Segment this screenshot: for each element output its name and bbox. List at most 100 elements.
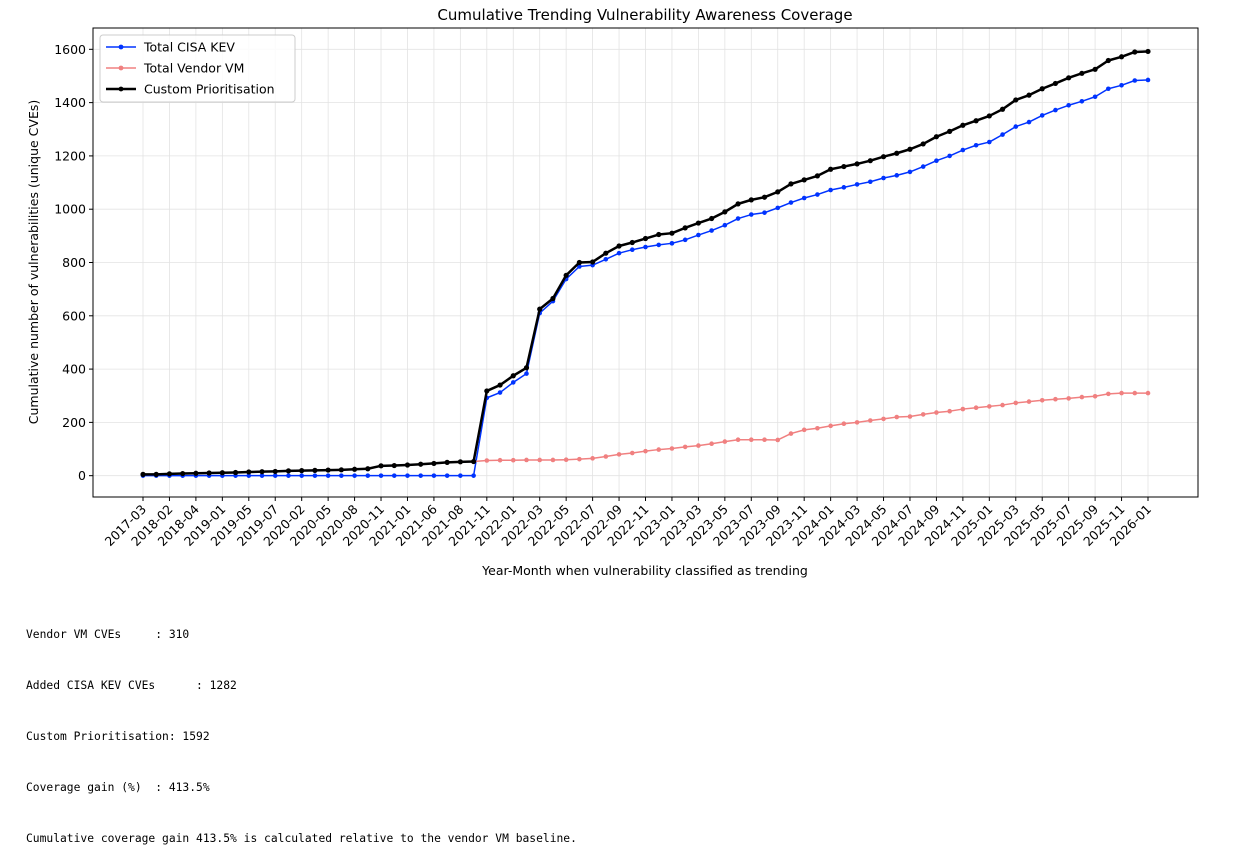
data-point bbox=[1145, 77, 1151, 83]
data-point bbox=[854, 161, 860, 167]
data-point bbox=[987, 404, 992, 409]
data-point bbox=[153, 471, 159, 477]
data-point bbox=[1079, 70, 1085, 76]
data-point bbox=[246, 473, 252, 478]
y-axis: 0 200 400 600 800 1000 1200 1400 1600 bbox=[54, 42, 93, 483]
data-point bbox=[272, 473, 278, 478]
data-point bbox=[325, 467, 331, 473]
data-point bbox=[590, 456, 595, 461]
data-point bbox=[431, 473, 437, 478]
y-tick-label: 800 bbox=[62, 255, 86, 270]
footer-line-explanation: Cumulative coverage gain 413.5% is calcu… bbox=[26, 832, 577, 845]
data-point bbox=[312, 473, 318, 478]
data-point bbox=[193, 470, 199, 476]
legend-label: Total CISA KEV bbox=[143, 40, 235, 55]
summary-footer: Vendor VM CVEs : 310 Added CISA KEV CVEs… bbox=[26, 592, 577, 864]
series-group bbox=[140, 48, 1151, 478]
data-point bbox=[1145, 390, 1151, 396]
data-point bbox=[1106, 86, 1111, 92]
data-point bbox=[629, 239, 635, 246]
data-point bbox=[1053, 396, 1058, 402]
data-point bbox=[920, 141, 926, 147]
data-point bbox=[894, 173, 900, 178]
chart-title: Cumulative Trending Vulnerability Awaren… bbox=[437, 6, 852, 24]
data-point bbox=[987, 139, 992, 145]
data-point bbox=[828, 187, 833, 193]
data-point bbox=[907, 414, 913, 419]
data-point bbox=[272, 468, 278, 475]
data-point bbox=[312, 467, 318, 473]
data-point bbox=[682, 225, 688, 231]
data-point bbox=[232, 469, 239, 476]
data-point bbox=[431, 460, 437, 467]
data-point bbox=[1092, 94, 1098, 100]
data-point bbox=[378, 463, 384, 469]
data-point bbox=[523, 365, 530, 371]
data-point bbox=[259, 469, 265, 475]
data-point bbox=[524, 457, 529, 463]
data-point bbox=[285, 468, 292, 474]
data-point bbox=[841, 185, 847, 190]
data-point bbox=[1079, 98, 1085, 104]
data-point bbox=[391, 473, 397, 478]
data-point bbox=[616, 250, 622, 256]
data-point bbox=[881, 416, 886, 422]
data-point bbox=[775, 437, 781, 443]
data-point bbox=[748, 212, 754, 217]
data-point bbox=[470, 458, 477, 465]
data-point bbox=[748, 197, 754, 203]
data-point bbox=[338, 467, 344, 473]
data-point bbox=[1079, 394, 1085, 400]
data-point bbox=[603, 250, 609, 256]
data-point bbox=[894, 414, 900, 420]
data-point bbox=[656, 242, 662, 248]
data-point bbox=[444, 473, 450, 478]
data-point bbox=[510, 373, 516, 379]
data-point bbox=[339, 473, 344, 478]
data-point bbox=[497, 390, 503, 395]
data-point bbox=[907, 169, 913, 175]
data-point bbox=[1039, 86, 1045, 92]
y-tick-label: 200 bbox=[62, 415, 86, 430]
data-point bbox=[722, 209, 728, 215]
data-point bbox=[669, 230, 675, 236]
data-point bbox=[484, 458, 490, 463]
data-point bbox=[854, 420, 860, 425]
data-point bbox=[709, 228, 714, 233]
data-point bbox=[696, 232, 701, 238]
data-point bbox=[405, 473, 410, 478]
data-point bbox=[868, 418, 873, 423]
data-point bbox=[682, 237, 688, 243]
data-point bbox=[1026, 92, 1032, 98]
x-axis-label: Year-Month when vulnerability classified… bbox=[481, 563, 808, 578]
data-point bbox=[947, 408, 952, 414]
data-point bbox=[1119, 390, 1124, 396]
data-point bbox=[841, 163, 847, 170]
data-point bbox=[510, 380, 516, 385]
data-point bbox=[299, 468, 305, 474]
data-point bbox=[643, 448, 648, 454]
data-point bbox=[801, 427, 807, 433]
footer-line-custom: Custom Prioritisation: 1592 bbox=[26, 730, 210, 743]
data-point bbox=[404, 462, 411, 468]
data-point bbox=[1132, 49, 1138, 55]
data-point bbox=[669, 446, 675, 451]
data-point bbox=[391, 462, 397, 469]
data-point bbox=[788, 431, 794, 436]
data-point bbox=[775, 189, 781, 195]
data-point bbox=[960, 122, 966, 128]
data-point bbox=[656, 447, 662, 452]
data-point bbox=[642, 235, 649, 242]
data-point bbox=[537, 306, 543, 312]
legend-marker bbox=[118, 65, 124, 71]
series-custom-prioritisation bbox=[140, 48, 1151, 477]
data-point bbox=[1066, 396, 1071, 401]
data-point bbox=[351, 466, 358, 472]
data-point bbox=[471, 473, 476, 478]
data-point bbox=[629, 450, 635, 456]
data-point bbox=[801, 195, 807, 201]
x-axis: 2017-032018-022018-042019-012019-052019-… bbox=[102, 497, 1154, 549]
data-point bbox=[219, 470, 225, 476]
data-point bbox=[1026, 399, 1032, 404]
data-point bbox=[880, 154, 887, 160]
